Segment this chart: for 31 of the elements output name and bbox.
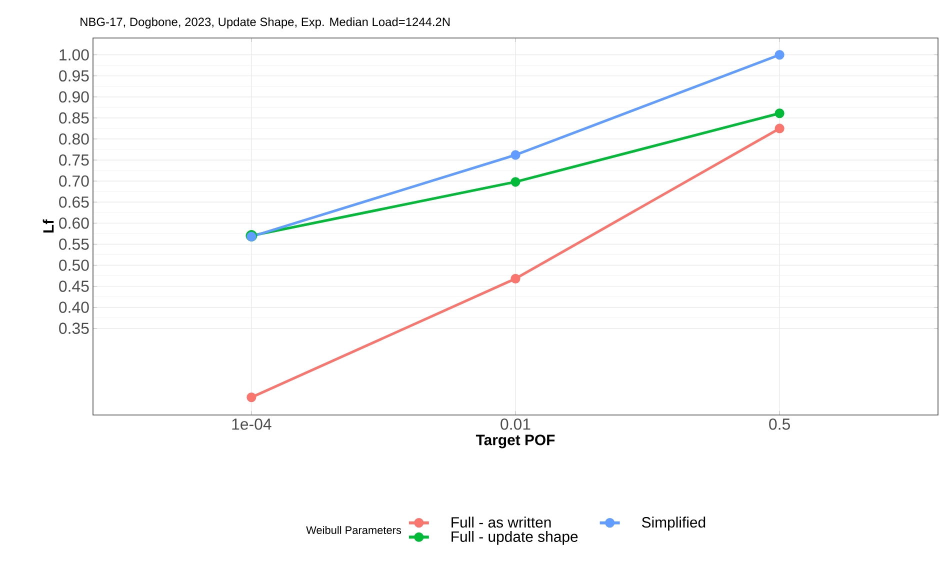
y-tick-label: 0.50 (59, 260, 89, 271)
legend-title: Weibull Parameters (306, 526, 402, 534)
y-tick-label: 0.55 (59, 238, 89, 250)
point (774, 108, 784, 118)
y-tick-label: 0.75 (59, 154, 89, 166)
x-tick-label: 0.5 (769, 418, 790, 430)
y-tick-label: 0.80 (59, 133, 89, 145)
y-tick-label: 0.95 (59, 70, 89, 82)
point (510, 150, 520, 160)
legend-label: Full - as written (452, 516, 551, 528)
x-tick-label: 1e-04 (232, 418, 272, 430)
legend-label: Full - update shape (452, 530, 578, 545)
point (510, 274, 520, 284)
y-tick-label: 0.60 (59, 217, 89, 229)
legend-label: Simplified (642, 516, 706, 531)
y-tick-label: 0.70 (59, 175, 89, 187)
x-tick-label: 0.01 (500, 418, 530, 430)
y-axis-title: Lf (42, 219, 54, 233)
y-tick-label: 0.40 (59, 302, 89, 313)
point (774, 124, 784, 134)
y-tick-label: 0.35 (59, 322, 89, 334)
point (510, 177, 520, 187)
y-tick-label: 0.85 (59, 112, 89, 124)
y-tick-label: 0.65 (59, 196, 89, 208)
y-tick-label: 1.00 (60, 49, 89, 60)
point (246, 392, 256, 402)
point (774, 50, 784, 60)
y-tick-label: 0.45 (59, 280, 89, 292)
x-axis-title: Target POF (476, 434, 555, 448)
y-tick-label: 0.90 (59, 91, 89, 103)
chart-title: NBG-17, Dogbone, 2023, Update Shape, Exp. Median Load=1244.2N (80, 17, 450, 29)
